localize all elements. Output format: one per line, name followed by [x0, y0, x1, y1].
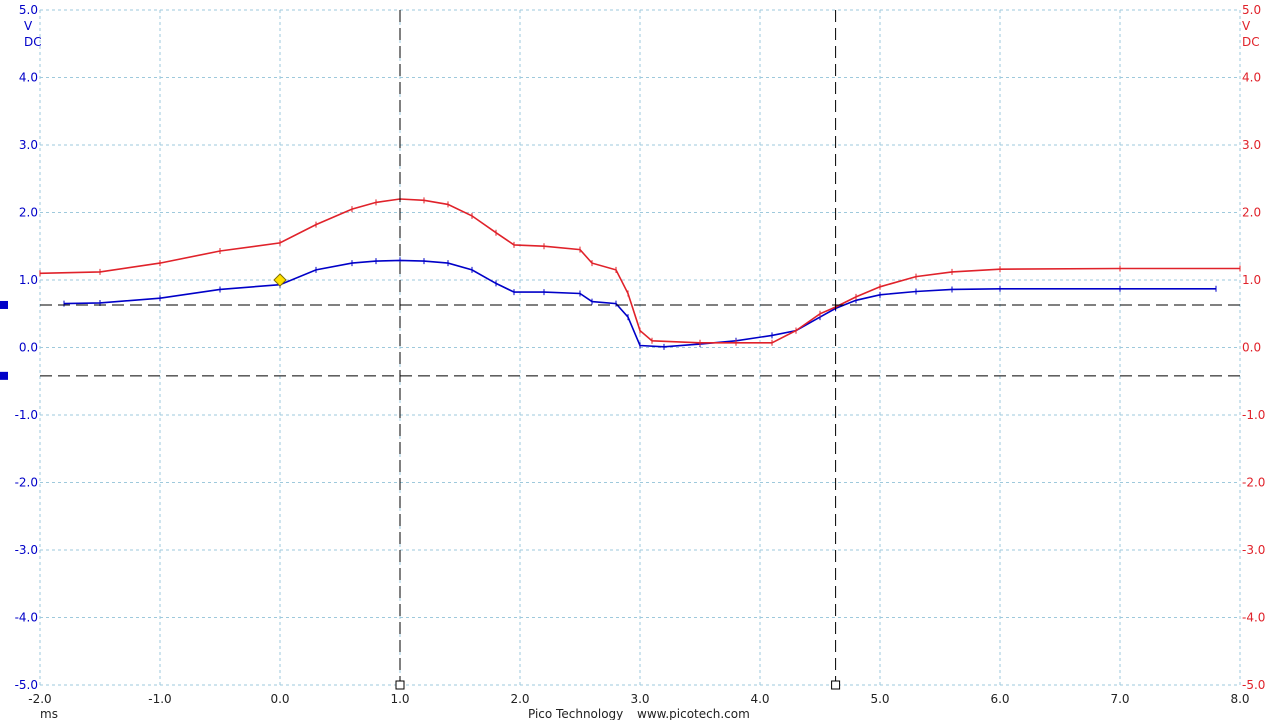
channel-a-offset-marker[interactable] — [0, 371, 8, 380]
y-tick-label-left: -2.0 — [15, 476, 38, 490]
x-tick-label: 4.0 — [750, 692, 769, 706]
channel-b-trace — [39, 198, 1240, 344]
x-tick-label: 3.0 — [630, 692, 649, 706]
channel-a-trace — [63, 259, 1216, 348]
y-tick-label-left: -4.0 — [15, 611, 38, 625]
x-tick-label: -1.0 — [148, 692, 171, 706]
x-axis-unit: ms — [40, 707, 58, 720]
markers[interactable] — [0, 273, 287, 380]
y-tick-label-right: 2.0 — [1242, 206, 1261, 220]
time-cursor-handle[interactable] — [831, 680, 841, 690]
y-tick-label-right: -3.0 — [1242, 543, 1265, 557]
y-tick-label-left: 2.0 — [19, 206, 38, 220]
y-tick-label-right: -1.0 — [1242, 408, 1265, 422]
y-tick-label-left: 3.0 — [19, 138, 38, 152]
x-tick-label: 5.0 — [870, 692, 889, 706]
time-cursor-handle[interactable] — [395, 680, 405, 690]
y-tick-label-left: 4.0 — [19, 71, 38, 85]
y-tick-label-right: 3.0 — [1242, 138, 1261, 152]
x-tick-label: 6.0 — [990, 692, 1009, 706]
right-axis-unit: V — [1242, 19, 1251, 33]
footer-brand: Pico Technology — [528, 707, 623, 720]
y-tick-label-right: 1.0 — [1242, 273, 1261, 287]
cursors[interactable] — [40, 10, 1240, 690]
x-tick-label: 2.0 — [510, 692, 529, 706]
x-tick-label: 0.0 — [270, 692, 289, 706]
y-tick-label-left: -5.0 — [15, 678, 38, 692]
y-tick-label-left: -1.0 — [15, 408, 38, 422]
y-tick-label-left: -3.0 — [15, 543, 38, 557]
graticule — [39, 9, 1241, 686]
y-tick-label-left: 1.0 — [19, 273, 38, 287]
x-tick-label: 8.0 — [1230, 692, 1249, 706]
y-tick-label-right: 0.0 — [1242, 341, 1261, 355]
waveforms — [39, 196, 1241, 350]
y-tick-label-right: -4.0 — [1242, 611, 1265, 625]
y-tick-label-right: 4.0 — [1242, 71, 1261, 85]
channel-a-offset-marker[interactable] — [0, 300, 8, 309]
trigger-marker[interactable] — [273, 273, 287, 287]
right-axis-coupling: DC — [1242, 35, 1260, 49]
axis-ticks: 5.0 5.0 4.0 4.0 3.0 3.0 2.0 2.0 1.0 1.0 0.0 0.0 -1.0… — [15, 3, 1266, 706]
left-axis-coupling: DC — [24, 35, 42, 49]
y-tick-label-left: 0.0 — [19, 341, 38, 355]
y-tick-label-left: 5.0 — [19, 3, 38, 17]
y-tick-label-right: -5.0 — [1242, 678, 1265, 692]
left-axis-unit: V — [24, 19, 33, 33]
y-tick-label-right: 5.0 — [1242, 3, 1261, 17]
x-tick-label: 7.0 — [1110, 692, 1129, 706]
x-tick-label: 1.0 — [390, 692, 409, 706]
footer-url: www.picotech.com — [637, 707, 750, 720]
y-tick-label-right: -2.0 — [1242, 476, 1265, 490]
x-tick-label: -2.0 — [28, 692, 51, 706]
